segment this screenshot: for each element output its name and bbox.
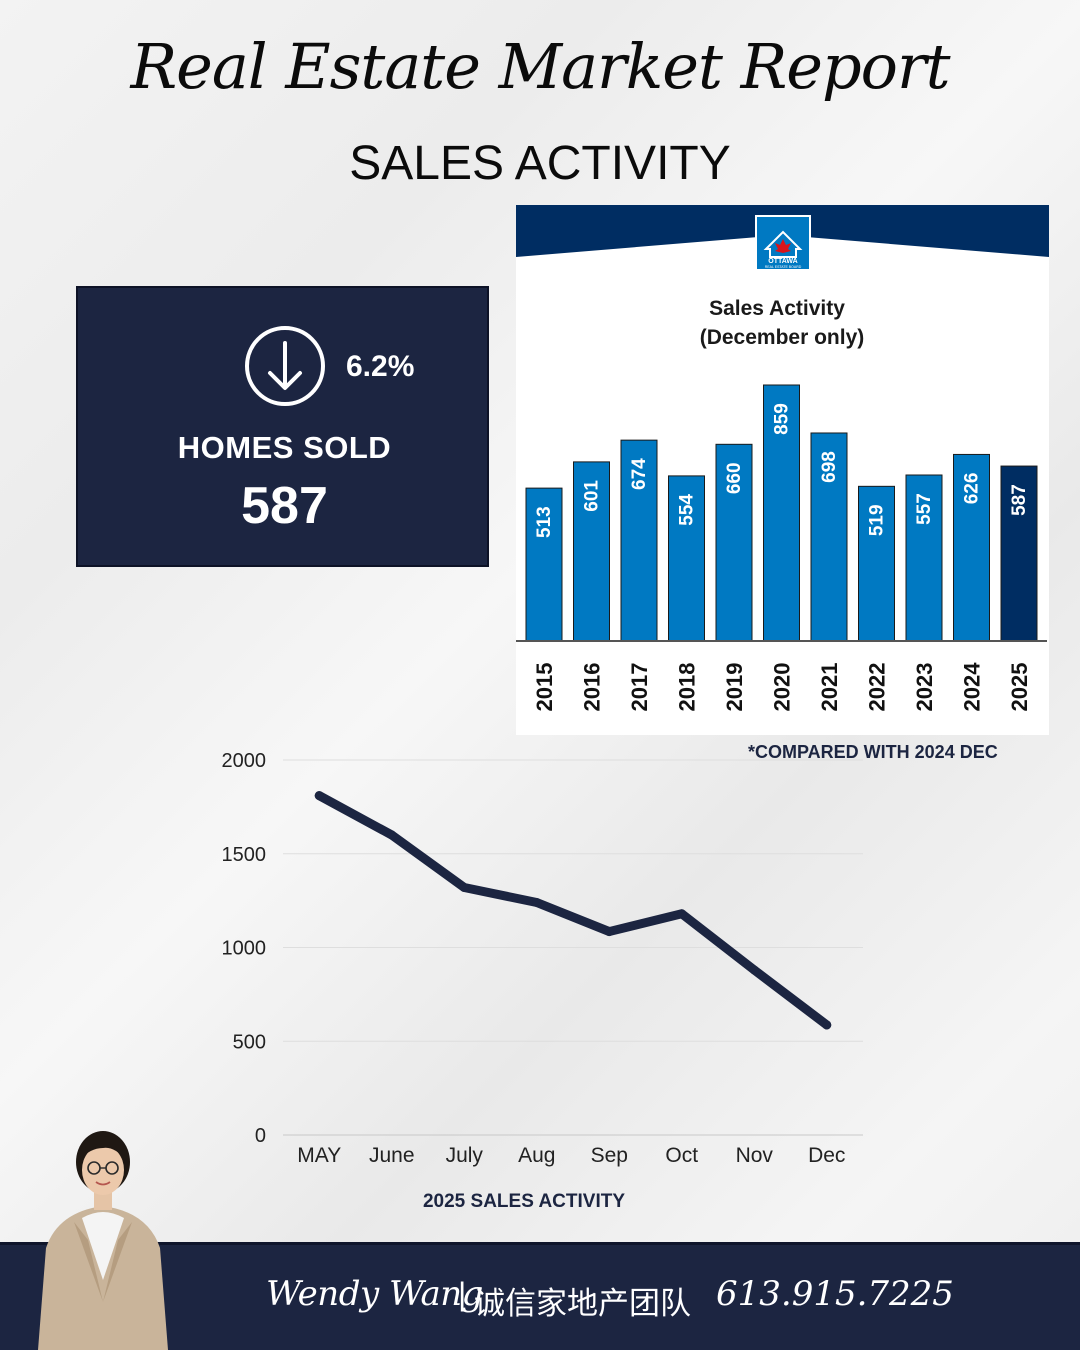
bar-2021 [810,432,848,642]
change-percent: 6.2% [346,350,415,383]
homes-sold-card: 6.2% HOMES SOLD 587 [76,286,489,567]
bar-value-label: 554 [677,494,698,526]
logo-text-main: OTTAWA [768,258,797,265]
agent-photo [38,1131,168,1350]
december-sales-bar-chart: OTTAWA REAL ESTATE BOARD Sales Activity … [516,205,1049,712]
bar-category-label: 2019 [722,663,747,712]
bar-chart-subtitle: (December only) [700,326,865,349]
sales-line [314,791,832,1030]
line-point-Aug [532,898,542,907]
line-point-Oct [677,909,687,919]
bar-2025 [1000,465,1038,642]
bar-value-label: 698 [819,451,840,483]
bar-2023 [905,474,943,642]
bar-category-label: 2023 [912,663,937,712]
bar-value-label: 557 [914,493,935,525]
homes-sold-value: 587 [241,477,328,535]
arrow-down-circle-icon [245,326,325,406]
x-tick-label: Dec [808,1144,845,1167]
bar-category-label: 2022 [865,663,890,712]
line-chart-title: 2025 SALES ACTIVITY [423,1191,625,1212]
bar-2022 [858,485,895,642]
monthly-sales-line-chart: 0 500 1000 1500 2000 MAY June July Aug Sep Oct Nov D… [222,750,863,1212]
bar-value-label: 626 [962,473,983,505]
board-logo: OTTAWA REAL ESTATE BOARD [755,215,811,271]
bar-value-label: 587 [1009,484,1030,516]
x-tick-label: July [446,1144,484,1167]
bar-category-label: 2016 [580,663,605,712]
x-tick-label: June [369,1144,415,1167]
bar-category-label: 2015 [532,663,557,712]
x-tick-label: MAY [297,1144,341,1167]
bar-category-label: 2024 [960,662,985,712]
y-tick-label: 1000 [222,938,267,960]
line-point-Nov [749,965,759,975]
bar-2024 [953,453,990,642]
bar-value-label: 519 [867,504,888,536]
december-sales-chart-panel: OTTAWA REAL ESTATE BOARD Sales Activity … [516,205,1049,735]
line-point-July [459,883,469,892]
line-point-Dec [822,1020,832,1030]
bar-value-label: 859 [772,403,793,435]
bar-chart-title: Sales Activity [709,297,845,320]
line-point-Sep [604,927,614,937]
bar-2018 [668,475,705,642]
bar-value-label: 660 [724,462,745,494]
line-point-June [387,830,397,840]
homes-sold-label: HOMES SOLD [177,430,392,465]
report-title: Real Estate Market Report [130,30,950,103]
bar-value-label: 513 [534,506,555,538]
bar-category-label: 2021 [817,663,842,712]
bar-category-label: 2018 [675,663,700,712]
y-tick-label: 1500 [222,844,267,866]
x-tick-label: Nov [736,1144,774,1167]
bar-2019 [715,443,753,642]
bar-2016 [573,461,610,642]
bar-category-label: 2025 [1007,663,1032,712]
logo-text-sub: REAL ESTATE BOARD [765,265,802,269]
footer-bar [0,1242,1080,1350]
team-name: 诚信家地产团队 [474,1286,691,1322]
x-tick-label: Aug [518,1144,555,1167]
bar-2017 [620,439,658,642]
house-maple-leaf-icon [763,230,803,258]
y-tick-label: 2000 [222,750,267,772]
x-tick-label: Oct [665,1144,698,1167]
footer-separator: | [458,1276,467,1312]
agent-name: Wendy Wang [266,1274,483,1314]
bar-value-label: 674 [629,458,650,490]
bar-value-label: 601 [582,480,603,512]
bar-2020 [763,384,800,642]
line-point-MAY [314,791,324,801]
x-tick-label: Sep [591,1144,628,1167]
report-subtitle: SALES ACTIVITY [349,137,731,190]
comparison-note: *COMPARED WITH 2024 DEC [748,742,998,762]
y-tick-label: 500 [233,1031,266,1053]
bar-category-label: 2020 [770,663,795,712]
bar-category-label: 2017 [627,663,652,712]
phone-number[interactable]: 613.915.7225 [716,1274,954,1314]
y-tick-label: 0 [255,1125,266,1147]
